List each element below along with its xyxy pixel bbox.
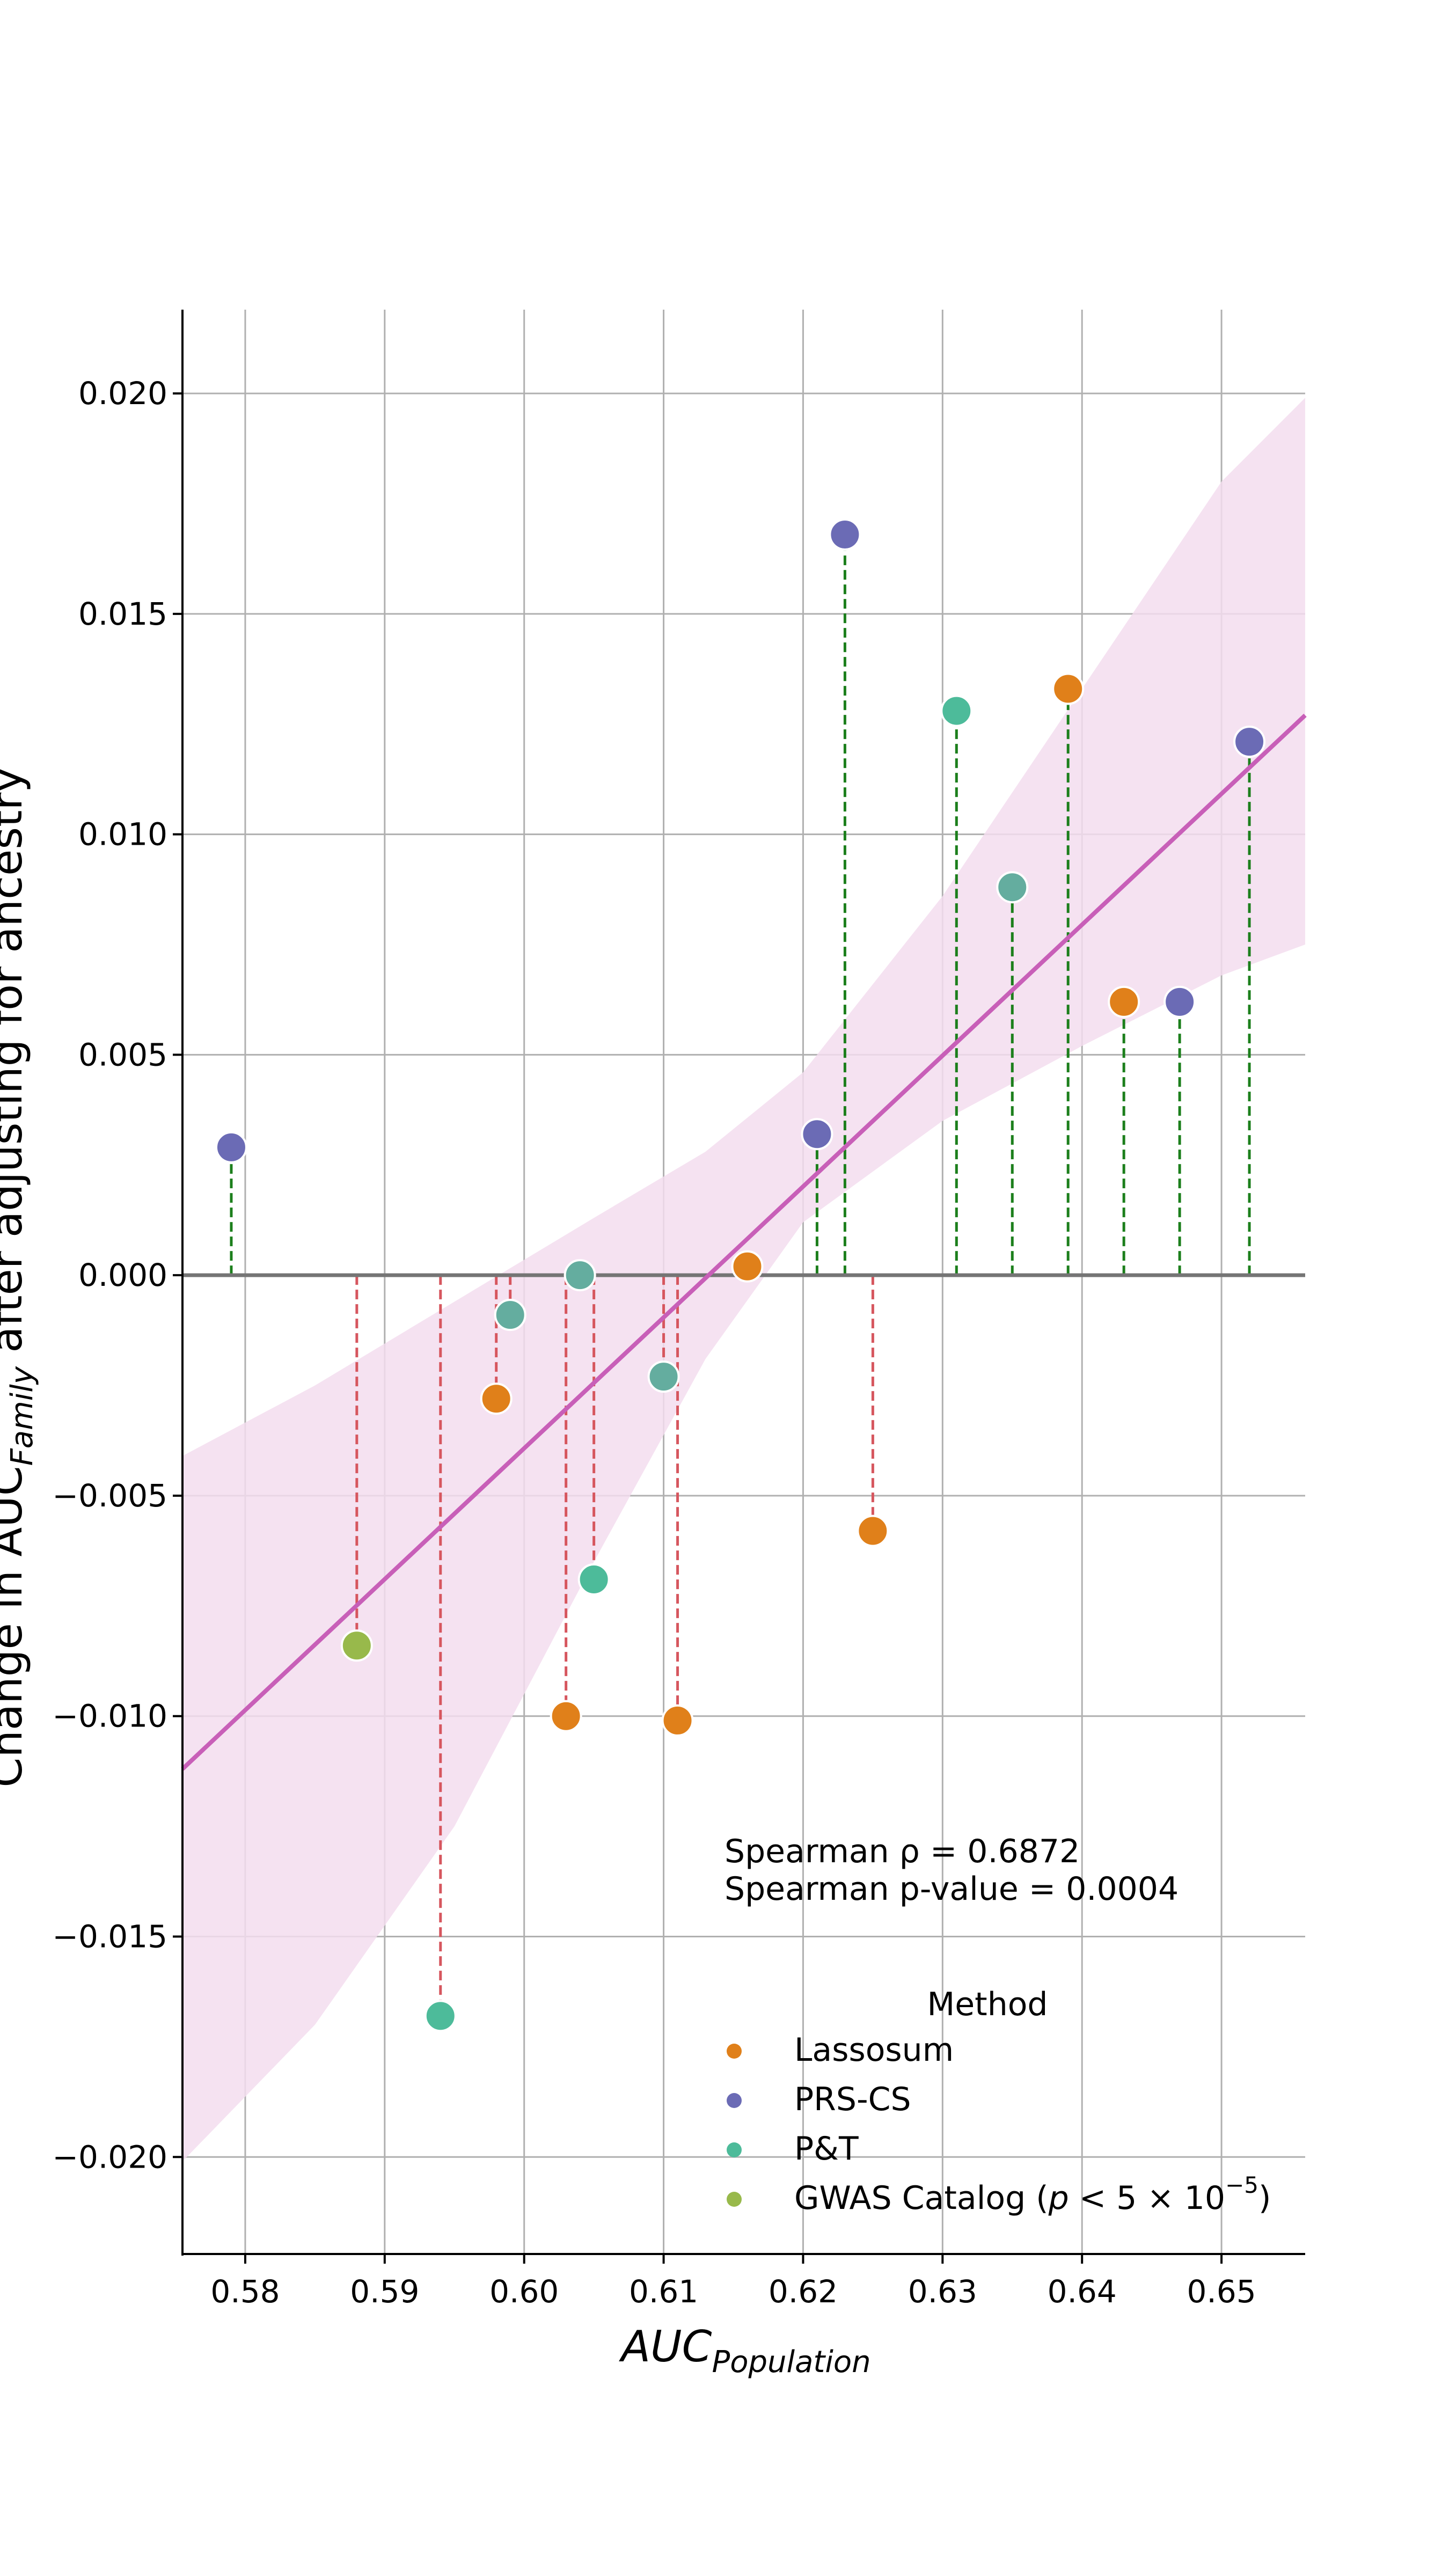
x-axis-label: AUCPopulation [618, 2322, 870, 2380]
data-point [647, 1360, 680, 1393]
y-axis-label-suffix: after adjusting for ancestry [0, 767, 32, 1366]
y-tick-label: −0.015 [52, 1918, 167, 1955]
x-tick-label: 0.63 [908, 2273, 977, 2310]
y-tick-label: 0.005 [78, 1036, 167, 1073]
regression-line [181, 713, 1307, 1771]
data-point [577, 1563, 610, 1596]
legend-label-prefix: GWAS Catalog ( [794, 2179, 1049, 2217]
legend: Method Lassosum PRS-CS P&T GWAS Catalog (p … [727, 1986, 1271, 2217]
data-points [215, 518, 1266, 2032]
data-point [424, 2000, 457, 2032]
legend-label-suffix: ) [1258, 2179, 1271, 2217]
legend-label: Lassosum [794, 2031, 954, 2069]
x-tick-label: 0.58 [210, 2273, 280, 2310]
legend-marker [727, 2142, 742, 2157]
y-tick-label: −0.005 [52, 1477, 167, 1514]
legend-marker [727, 2044, 742, 2059]
x-tick-label: 0.65 [1187, 2273, 1256, 2310]
y-axis-label: Change in AUCFamily after adjusting for … [0, 767, 40, 1787]
legend-label: PRS-CS [794, 2081, 911, 2118]
legend-marker [727, 2192, 742, 2207]
axes: 0.58 0.59 0.60 0.61 0.62 0.63 0.64 0.65 −0.020 −0… [52, 310, 1305, 2310]
legend-marker [727, 2093, 742, 2108]
legend-label: P&T [794, 2130, 859, 2168]
x-tick-label: 0.62 [769, 2273, 838, 2310]
spearman-p-value-text: Spearman p-value = 0.0004 [724, 1870, 1179, 1908]
legend-label-middle: < 5 × 10 [1069, 2179, 1225, 2217]
y-axis-label-prefix: Change in AUC [0, 1466, 32, 1787]
data-point [801, 1118, 833, 1151]
y-axis-label-sub: Family [5, 1366, 40, 1466]
y-tick-label: 0.010 [78, 816, 167, 853]
x-tick-label: 0.59 [350, 2273, 419, 2310]
x-tick-label: 0.60 [489, 2273, 559, 2310]
regression-line-layer [181, 713, 1307, 1771]
data-point [940, 694, 973, 727]
x-tick-label: 0.64 [1048, 2273, 1117, 2310]
legend-label-p: p [1048, 2179, 1069, 2217]
data-point [1233, 726, 1266, 758]
x-axis-label-sub: Population [712, 2345, 870, 2380]
y-tick-label: −0.010 [52, 1698, 167, 1735]
data-point [550, 1700, 582, 1732]
residual-stems [230, 534, 1251, 2016]
data-point [661, 1704, 694, 1737]
data-point [1052, 672, 1085, 705]
x-tick-label: 0.61 [629, 2273, 698, 2310]
legend-title: Method [927, 1986, 1048, 2023]
y-tick-label: −0.020 [52, 2139, 167, 2175]
y-tick-label: 0.000 [78, 1257, 167, 1293]
y-tick-label: 0.015 [78, 596, 167, 632]
legend-entries: Lassosum PRS-CS P&T GWAS Catalog (p < 5 × 1… [727, 2031, 1271, 2217]
data-point [996, 871, 1029, 904]
data-point [1108, 985, 1140, 1018]
data-point [480, 1382, 513, 1415]
legend-label: GWAS Catalog (p < 5 × 10−5) [794, 2172, 1271, 2217]
data-point [731, 1250, 764, 1283]
spearman-rho-text: Spearman ρ = 0.6872 [724, 1833, 1080, 1870]
data-point [494, 1299, 526, 1331]
data-point [564, 1259, 596, 1292]
legend-label-exponent: −5 [1225, 2172, 1258, 2198]
data-point [1163, 985, 1196, 1018]
data-point [340, 1629, 373, 1662]
y-tick-label: 0.020 [78, 375, 167, 412]
data-point [215, 1131, 247, 1163]
data-point [857, 1514, 889, 1547]
data-point [829, 518, 861, 551]
x-axis-label-main: AUC [618, 2322, 712, 2372]
